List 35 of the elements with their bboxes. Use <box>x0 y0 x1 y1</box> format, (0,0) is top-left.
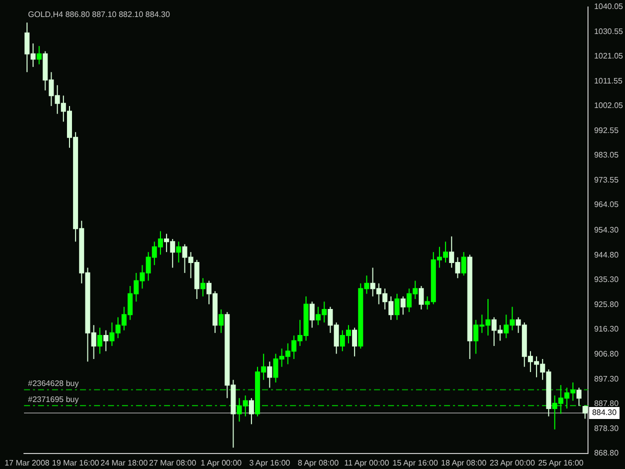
y-tick-label: 868.80 <box>594 448 620 458</box>
y-tick-label: 973.55 <box>594 175 620 184</box>
y-tick-label: 1040.05 <box>594 2 624 12</box>
y-tick-label: 1021.05 <box>594 52 624 61</box>
y-tick-label: 992.55 <box>594 126 620 135</box>
ref-line-label: #2364628 buy <box>28 378 79 388</box>
y-tick-label: 906.80 <box>594 350 620 359</box>
x-tick-label: 17 Mar 2008 <box>4 458 50 468</box>
y-tick-label: 1002.05 <box>594 101 624 110</box>
ref-line-label: #2371695 buy <box>28 394 79 404</box>
x-tick-label: 3 Apr 16:00 <box>249 458 291 468</box>
y-tick-label: 887.80 <box>594 399 620 408</box>
x-tick-label: 24 Mar 18:00 <box>100 458 148 468</box>
y-tick-label: 954.30 <box>594 226 620 235</box>
x-tick-label: 11 Apr 00:00 <box>344 458 390 468</box>
text: GOLD,H4 886.80 887.10 882.10 884.30 <box>28 10 170 20</box>
x-tick-label: 25 Apr 16:00 <box>538 458 584 468</box>
y-tick-label: 944.80 <box>594 250 620 260</box>
y-tick-label: 878.30 <box>594 424 620 433</box>
x-tick-label: 18 Apr 08:00 <box>441 458 487 468</box>
x-tick-label: 15 Apr 16:00 <box>392 458 438 468</box>
y-tick-label: 897.30 <box>594 374 620 384</box>
x-tick-label: 1 Apr 00:00 <box>200 458 242 468</box>
y-tick-label: 1011.55 <box>594 76 623 86</box>
y-tick-label: 916.30 <box>594 324 620 334</box>
x-tick-label: 19 Mar 16:00 <box>52 458 100 468</box>
y-tick-label: 964.05 <box>594 200 620 210</box>
y-tick-label: 1030.55 <box>594 26 624 36</box>
ref-line-label: 884.30 <box>592 408 618 418</box>
y-tick-label: 983.05 <box>594 150 620 160</box>
y-tick-label: 935.30 <box>594 275 620 284</box>
x-tick-label: 8 Apr 08:00 <box>298 458 340 468</box>
x-tick-label: 23 Apr 00:00 <box>490 458 536 468</box>
y-tick-label: 925.80 <box>594 300 620 309</box>
x-tick-label: 27 Mar 08:00 <box>149 458 197 468</box>
